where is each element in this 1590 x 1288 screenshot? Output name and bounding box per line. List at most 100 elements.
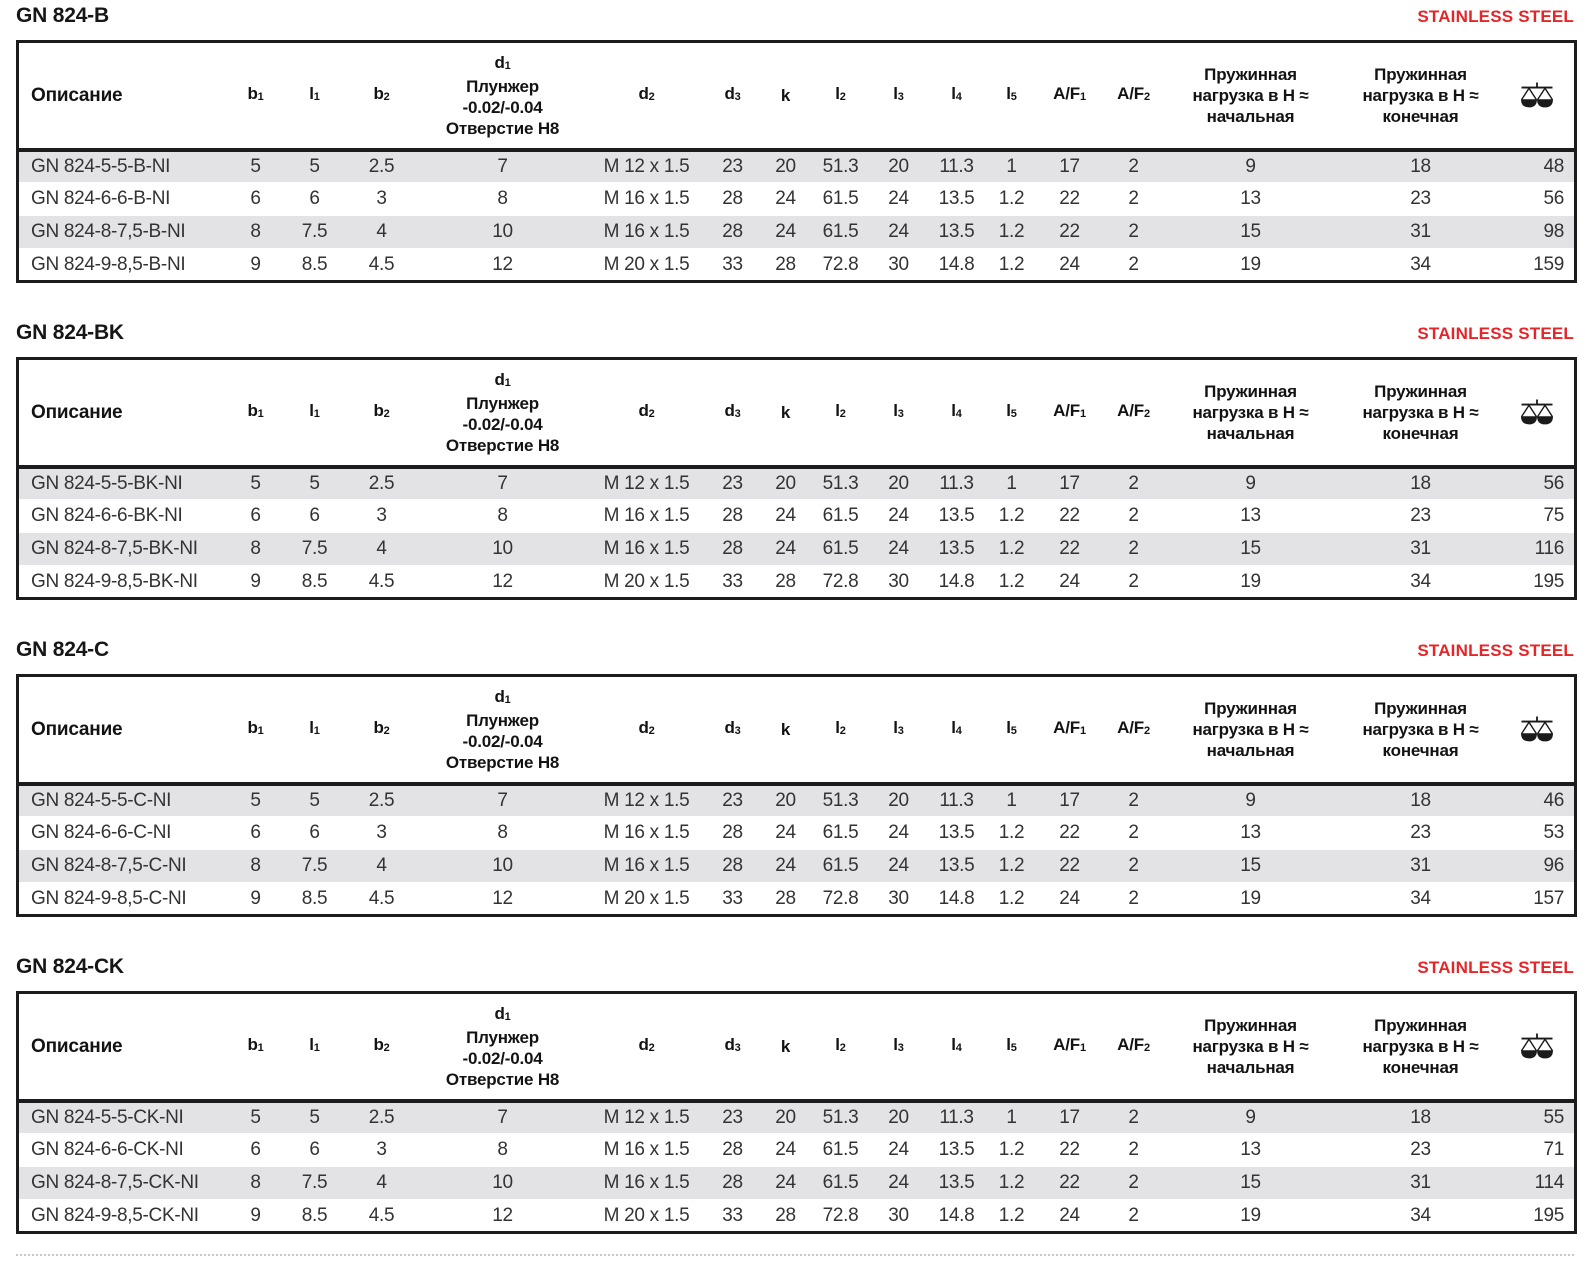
column-header: Пружинная нагрузка в H ≈ конечная: [1335, 358, 1506, 469]
value-cell: 30: [869, 565, 928, 599]
value-cell: 2: [1101, 248, 1166, 282]
value-cell: 24: [869, 215, 928, 249]
column-header: Пружинная нагрузка в H ≈ начальная: [1165, 992, 1336, 1103]
table-row: GN 824-8-7,5-BK-NI 8 7.5 4 10 M 16 x 1.5 28 24 6…: [17, 532, 1576, 566]
table-row: GN 824-8-7,5-CK-NI 8 7.5 4 10 M 16 x 1.5 28 24 6…: [17, 1166, 1576, 1200]
table-row: GN 824-6-6-B-NI 6 6 3 8 M 16 x 1.5 28 24 61.5 24 1…: [17, 182, 1576, 216]
column-header: l1: [283, 992, 346, 1103]
value-cell: 22: [1037, 849, 1102, 883]
column-header: l3: [869, 41, 928, 152]
value-cell: 4: [345, 215, 418, 249]
column-header: l4: [927, 992, 986, 1103]
value-cell: 23: [705, 1100, 760, 1134]
value-cell: 13.5: [927, 849, 986, 883]
value-cell: 28: [705, 1166, 760, 1200]
column-header-line: Отверстие H8: [445, 1069, 560, 1089]
column-header: Описание: [17, 41, 228, 152]
value-cell: 8: [417, 1133, 588, 1167]
value-cell: 34: [1335, 1199, 1506, 1233]
part-number-cell: GN 824-5-5-CK-NI: [17, 1100, 228, 1134]
value-cell: 11.3: [927, 466, 986, 500]
table-row: GN 824-6-6-C-NI 6 6 3 8 M 16 x 1.5 28 24 61.5 24 1…: [17, 816, 1576, 850]
column-header-line: d1: [494, 1003, 511, 1023]
value-cell: 2: [1101, 182, 1166, 216]
weight-column-header: [1505, 992, 1576, 1103]
value-cell: M 16 x 1.5: [587, 499, 706, 533]
column-header: l5: [985, 992, 1038, 1103]
column-header: Описание: [17, 992, 228, 1103]
value-cell: 24: [869, 499, 928, 533]
value-cell: 14.8: [927, 1199, 986, 1233]
column-header: A/F2: [1101, 675, 1166, 786]
column-header-line: -0.02/-0.04: [462, 97, 543, 117]
value-cell: 20: [759, 1100, 812, 1134]
column-header: l3: [869, 992, 928, 1103]
value-cell: 1.2: [985, 499, 1038, 533]
value-cell: M 12 x 1.5: [587, 783, 706, 817]
value-cell: 23: [705, 466, 760, 500]
table-row: GN 824-9-8,5-CK-NI 9 8.5 4.5 12 M 20 x 1.5 33 2…: [17, 1199, 1576, 1233]
spec-table-body: GN 824-5-5-BK-NI 5 5 2.5 7 M 12 x 1.5 23 20 51.3…: [17, 466, 1576, 599]
value-cell: 51.3: [811, 149, 870, 183]
value-cell: 2: [1101, 882, 1166, 916]
column-header-line: Пружинная: [1204, 698, 1297, 718]
value-cell: 28: [705, 499, 760, 533]
spec-table: Описание b1 l1 b2 d1 Плунжер -0.02/-0.04 Отверс…: [16, 991, 1577, 1234]
value-cell: 24: [759, 1133, 812, 1167]
table-row: GN 824-5-5-BK-NI 5 5 2.5 7 M 12 x 1.5 23 20 51.3…: [17, 466, 1576, 500]
value-cell: 24: [869, 816, 928, 850]
weight-cell: 96: [1505, 849, 1576, 883]
column-header-line: Пружинная: [1374, 64, 1467, 84]
column-header-line: нагрузка в H ≈: [1362, 85, 1479, 105]
value-cell: 1.2: [985, 849, 1038, 883]
value-cell: 61.5: [811, 816, 870, 850]
table-row: GN 824-8-7,5-C-NI 8 7.5 4 10 M 16 x 1.5 28 24 61…: [17, 849, 1576, 883]
value-cell: 24: [759, 532, 812, 566]
header-row: Описание b1 l1 b2 d1 Плунжер -0.02/-0.04 Отверс…: [17, 992, 1576, 1103]
value-cell: M 16 x 1.5: [587, 532, 706, 566]
value-cell: 22: [1037, 532, 1102, 566]
sections-container: GN 824-B STAINLESS STEEL Описание b1 l1 b2 d…: [16, 4, 1577, 1234]
value-cell: 19: [1165, 1199, 1336, 1233]
value-cell: 30: [869, 882, 928, 916]
value-cell: 13.5: [927, 1133, 986, 1167]
weight-cell: 195: [1505, 565, 1576, 599]
value-cell: 15: [1165, 532, 1336, 566]
part-number-cell: GN 824-8-7,5-CK-NI: [17, 1166, 228, 1200]
weight-cell: 195: [1505, 1199, 1576, 1233]
header-row: Описание b1 l1 b2 d1 Плунжер -0.02/-0.04 Отверс…: [17, 358, 1576, 469]
value-cell: 61.5: [811, 1166, 870, 1200]
value-cell: 28: [705, 849, 760, 883]
value-cell: 19: [1165, 248, 1336, 282]
page-bottom-divider: [16, 1254, 1574, 1256]
value-cell: 61.5: [811, 499, 870, 533]
value-cell: 9: [1165, 783, 1336, 817]
part-number-cell: GN 824-9-8,5-C-NI: [17, 882, 228, 916]
value-cell: 2: [1101, 1100, 1166, 1134]
value-cell: 2: [1101, 816, 1166, 850]
column-header-line: Пружинная: [1204, 64, 1297, 84]
value-cell: 2: [1101, 215, 1166, 249]
column-header: l5: [985, 675, 1038, 786]
value-cell: 2: [1101, 783, 1166, 817]
column-header: b1: [227, 358, 284, 469]
column-header: A/F2: [1101, 41, 1166, 152]
column-header-line: Пружинная: [1374, 698, 1467, 718]
column-header: k: [759, 992, 812, 1103]
value-cell: 9: [227, 248, 284, 282]
value-cell: M 20 x 1.5: [587, 1199, 706, 1233]
column-header-line: нагрузка в H ≈: [1362, 1036, 1479, 1056]
column-header-line: нагрузка в H ≈: [1192, 85, 1309, 105]
value-cell: 28: [705, 532, 760, 566]
table-row: GN 824-8-7,5-B-NI 8 7.5 4 10 M 16 x 1.5 28 24 61…: [17, 215, 1576, 249]
value-cell: 22: [1037, 816, 1102, 850]
value-cell: 13: [1165, 1133, 1336, 1167]
value-cell: 11.3: [927, 783, 986, 817]
value-cell: 6: [227, 499, 284, 533]
value-cell: 23: [1335, 1133, 1506, 1167]
stainless-steel-label: STAINLESS STEEL: [1417, 7, 1574, 26]
value-cell: 51.3: [811, 1100, 870, 1134]
value-cell: 23: [1335, 499, 1506, 533]
value-cell: 33: [705, 882, 760, 916]
column-header-line: конечная: [1382, 1057, 1459, 1077]
